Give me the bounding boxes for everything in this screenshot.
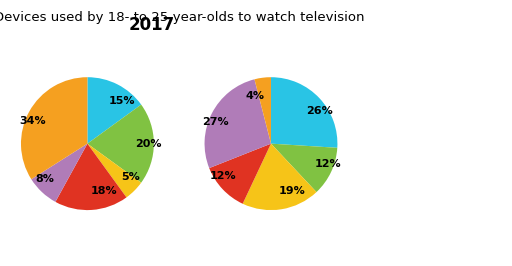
Wedge shape [271, 77, 337, 148]
Text: 4%: 4% [246, 91, 265, 101]
Text: 20%: 20% [135, 139, 162, 149]
Text: 2017: 2017 [129, 16, 175, 34]
Wedge shape [55, 144, 126, 210]
Text: 12%: 12% [314, 159, 341, 169]
Wedge shape [88, 144, 141, 197]
Wedge shape [21, 77, 88, 179]
Text: 15%: 15% [109, 96, 136, 106]
Wedge shape [209, 144, 271, 204]
Text: 34%: 34% [19, 116, 46, 126]
Wedge shape [88, 105, 154, 183]
Wedge shape [88, 77, 141, 144]
Text: 19%: 19% [279, 186, 305, 196]
Text: 12%: 12% [209, 171, 236, 181]
Text: 27%: 27% [202, 117, 228, 127]
Text: Devices used by 18- to 25-year-olds to watch television: Devices used by 18- to 25-year-olds to w… [0, 11, 365, 24]
Wedge shape [205, 79, 271, 168]
Text: 5%: 5% [121, 172, 140, 182]
Wedge shape [271, 144, 337, 192]
Wedge shape [254, 77, 271, 144]
Text: 18%: 18% [91, 186, 117, 196]
Text: 26%: 26% [306, 106, 333, 116]
Wedge shape [243, 144, 316, 210]
Wedge shape [31, 144, 88, 202]
Text: 8%: 8% [36, 173, 55, 184]
